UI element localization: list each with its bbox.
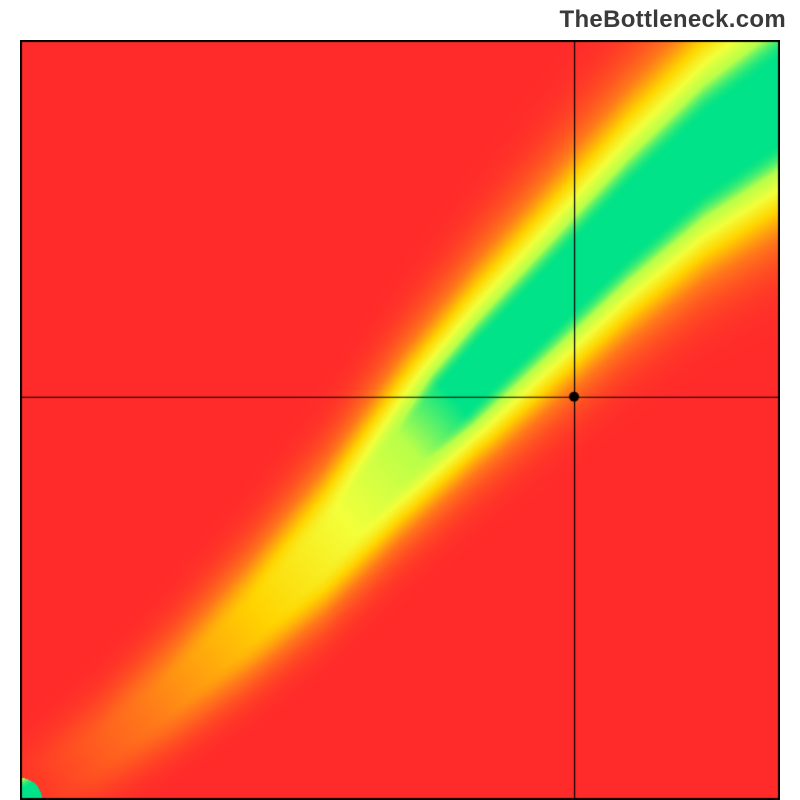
watermark-text: TheBottleneck.com [560,6,786,34]
heatmap-panel [20,40,780,800]
heatmap-canvas [20,40,780,800]
